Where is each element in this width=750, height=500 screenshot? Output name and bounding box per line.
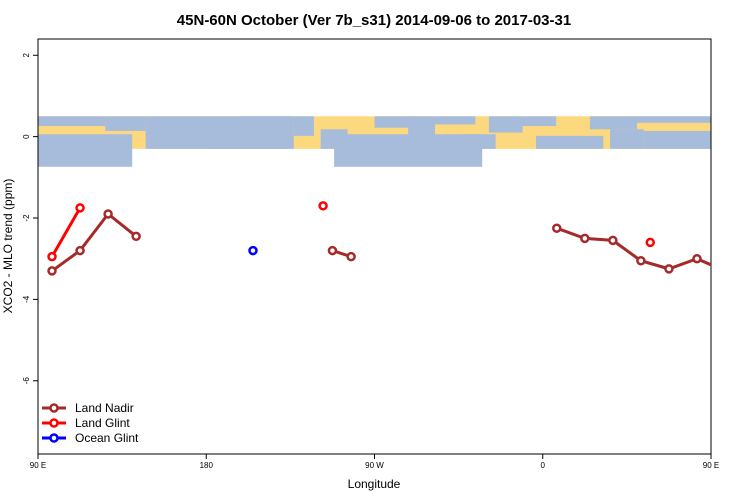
land-nadir-line	[51, 211, 138, 273]
land-nadir-point	[722, 267, 729, 274]
y-tick-label: -6	[22, 377, 31, 385]
land-nadir-point	[608, 235, 618, 246]
map-ocean-1	[38, 134, 133, 167]
map-ocean-10	[461, 134, 496, 149]
land-nadir-point	[664, 264, 674, 274]
x-axis-label: Longitude	[348, 477, 401, 491]
land-glint-point	[47, 251, 57, 262]
map-ocean-19	[488, 116, 523, 133]
land-nadir-point	[636, 255, 646, 266]
land-glint-point	[318, 201, 328, 211]
legend-label-ocean-glint: Ocean Glint	[75, 431, 139, 445]
x-tick-label: 90 E	[703, 461, 719, 470]
land-nadir-point	[47, 266, 57, 276]
map-ocean-17	[239, 116, 294, 123]
y-axis-label: XCO2 - MLO trend (ppm)	[1, 179, 15, 314]
land-nadir-point	[552, 223, 562, 233]
map-ocean-0	[38, 116, 106, 127]
land-nadir-point	[346, 251, 356, 262]
land-nadir-point	[75, 245, 85, 256]
land-nadir-point	[692, 253, 702, 264]
legend-label-land-nadir: Land Nadir	[75, 401, 134, 415]
land-nadir-point	[580, 233, 590, 244]
y-tick-label: -4	[22, 295, 31, 303]
legend-marker-land-nadir	[49, 403, 59, 413]
map-ocean-4	[293, 116, 314, 136]
land-nadir-point	[103, 209, 113, 219]
y-axis: 2 0 -2 -4 -6	[22, 53, 38, 385]
legend-marker-land-glint	[49, 418, 59, 428]
y-tick-label: -2	[22, 214, 31, 222]
land-glint-point	[75, 203, 85, 213]
map-ocean-7	[374, 116, 415, 128]
land-nadir-line	[556, 226, 711, 271]
land-nadir-point	[327, 245, 338, 256]
land-nadir-point	[131, 231, 141, 242]
x-tick-label: 90 E	[30, 461, 46, 470]
map-ocean-14	[610, 129, 644, 149]
y-tick-label: 2	[22, 53, 31, 58]
legend-marker-ocean-glint	[49, 433, 59, 443]
x-tick-label: 90 W	[365, 461, 384, 470]
map-ocean-11	[522, 116, 557, 127]
legend-label-land-glint: Land Glint	[75, 416, 130, 430]
x-tick-label: 180	[200, 461, 214, 470]
map-ocean-15	[636, 116, 711, 123]
x-tick-label: 0	[541, 461, 546, 470]
map-ocean-8	[408, 116, 436, 141]
land-glint-line	[725, 208, 750, 257]
map-ocean-9	[435, 116, 476, 125]
land-glint-line	[50, 207, 82, 258]
land-glint-point	[645, 237, 655, 248]
map-ocean-18	[206, 139, 288, 149]
map-ocean-16	[643, 130, 711, 149]
series-layer	[47, 201, 750, 276]
y-tick-label: 0	[22, 134, 31, 139]
ocean-glint-point	[248, 245, 258, 256]
chart-title: 45N-60N October (Ver 7b_s31) 2014-09-06 …	[177, 12, 571, 29]
map-ocean-13	[589, 116, 637, 130]
map-ocean-2	[105, 116, 146, 131]
world-map-band	[38, 116, 711, 167]
map-ocean-12	[536, 135, 604, 149]
plot-frame	[37, 38, 712, 455]
land-glint-point	[722, 253, 729, 260]
